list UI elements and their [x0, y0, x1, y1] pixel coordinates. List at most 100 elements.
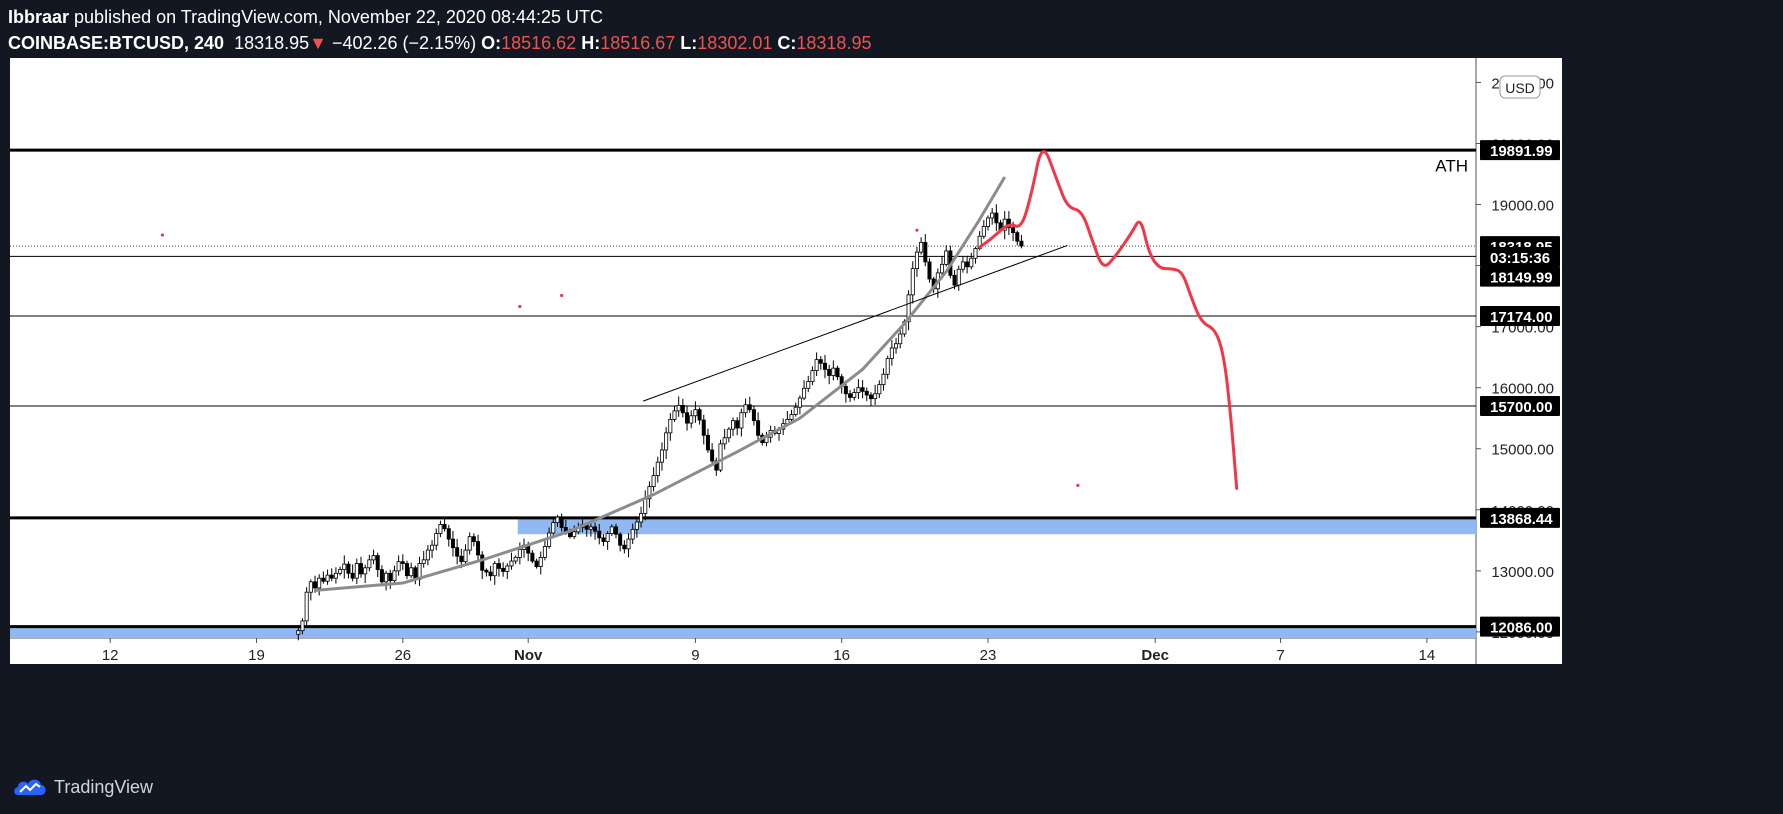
x-tick-label: 26 — [394, 647, 411, 664]
candle-body — [442, 524, 447, 530]
x-tick-label: 16 — [833, 647, 850, 664]
symbol-label[interactable]: COINBASE:BTCUSD, 240 — [8, 33, 225, 53]
candle-body — [860, 387, 865, 392]
candle-body — [693, 409, 698, 417]
candle-body — [354, 563, 359, 579]
candle-body — [956, 268, 961, 286]
candle-body — [400, 561, 405, 564]
price-label-box — [1480, 306, 1560, 327]
support-zone — [517, 517, 1476, 535]
price-label: 13868.44 — [1490, 511, 1553, 528]
candle-body — [1002, 218, 1007, 231]
candle-body — [492, 563, 497, 577]
candle-body — [827, 368, 832, 376]
currency-badge — [1499, 75, 1541, 99]
candle-body — [484, 569, 489, 573]
candle-body — [425, 549, 430, 561]
candle-body — [986, 217, 991, 227]
candle-body — [894, 343, 899, 349]
candle-body — [664, 432, 669, 451]
parabolic-curve — [314, 176, 1007, 592]
candle-body — [534, 560, 539, 567]
candle-body — [914, 251, 919, 270]
candle-body — [438, 524, 443, 534]
candle-body — [898, 333, 903, 345]
x-tick-label: Dec — [1141, 647, 1169, 664]
candle-body — [822, 362, 827, 370]
candle-body — [630, 528, 635, 540]
candle-body — [881, 373, 886, 386]
tradingview-cloud-icon — [14, 779, 46, 795]
x-tick-label: Nov — [514, 647, 543, 664]
time-axis-pane — [10, 638, 1476, 664]
candle-body — [609, 526, 614, 535]
y-tick-label: 13000.00 — [1491, 564, 1554, 581]
candle-body — [831, 367, 836, 376]
candle-body — [593, 526, 598, 532]
candle-body — [434, 533, 439, 546]
candle-body — [789, 414, 794, 420]
tradingview-logo[interactable]: TradingView — [12, 775, 153, 799]
publisher-name[interactable]: Ibbraar — [8, 7, 70, 27]
candle-body — [718, 443, 723, 471]
candle-body — [672, 410, 677, 420]
price-label: 03:15:36 — [1490, 250, 1550, 267]
candle-body — [952, 274, 957, 286]
candle-body — [756, 420, 761, 436]
high-label: H: — [581, 33, 601, 53]
candle-body — [873, 393, 878, 400]
candle-body — [517, 549, 522, 558]
candle-body — [797, 397, 802, 408]
candle-body — [852, 392, 857, 398]
candle-body — [705, 434, 710, 451]
candle-body — [965, 261, 970, 268]
candle-body — [358, 563, 363, 575]
candle-body — [530, 552, 535, 562]
price-label: 15700.00 — [1490, 399, 1553, 416]
candle-body — [496, 563, 501, 569]
candle-body — [659, 449, 664, 463]
candle-body — [810, 370, 815, 382]
candle-body — [588, 526, 593, 530]
candle-body — [923, 241, 928, 263]
candle-body — [1015, 232, 1020, 242]
candle-body — [459, 555, 464, 563]
candle-body — [333, 572, 338, 579]
price-label-box — [1480, 266, 1560, 287]
price-label: 17174.00 — [1490, 309, 1553, 326]
candle-body — [404, 563, 409, 577]
price-label: 19891.99 — [1490, 143, 1553, 160]
x-tick-label: 7 — [1276, 647, 1284, 664]
candle-body — [421, 559, 426, 564]
projection-path — [978, 150, 1239, 490]
candle-body — [509, 560, 514, 567]
candle-body — [868, 394, 873, 400]
x-tick-label: 12 — [102, 647, 119, 664]
candle-body — [325, 574, 330, 582]
candle-body — [655, 461, 660, 477]
y-tick-label: 19000.00 — [1491, 198, 1554, 215]
stray-mark — [518, 304, 522, 309]
candle-body — [651, 475, 656, 487]
candle-body — [722, 437, 727, 445]
down-arrow-icon: ▼ — [309, 33, 327, 53]
chart-header: Ibbraar published on TradingView.com, No… — [8, 4, 871, 56]
candle-body — [618, 533, 623, 546]
candle-body — [300, 620, 305, 632]
candle-body — [463, 549, 468, 563]
candle-body — [864, 390, 869, 396]
candle-body — [680, 404, 685, 414]
candle-body — [313, 581, 318, 589]
candle-body — [990, 212, 995, 219]
candle-body — [622, 544, 627, 550]
candle-body — [743, 404, 748, 414]
y-tick-label: 15000.00 — [1491, 442, 1554, 459]
candle-body — [802, 387, 807, 399]
currency-label: USD — [1505, 80, 1535, 96]
x-tick-label: 23 — [980, 647, 997, 664]
support-zone — [10, 626, 1476, 638]
candle-body — [877, 384, 882, 395]
x-tick-label: 9 — [691, 647, 699, 664]
published-text: published on TradingView.com, November 2… — [69, 7, 604, 27]
